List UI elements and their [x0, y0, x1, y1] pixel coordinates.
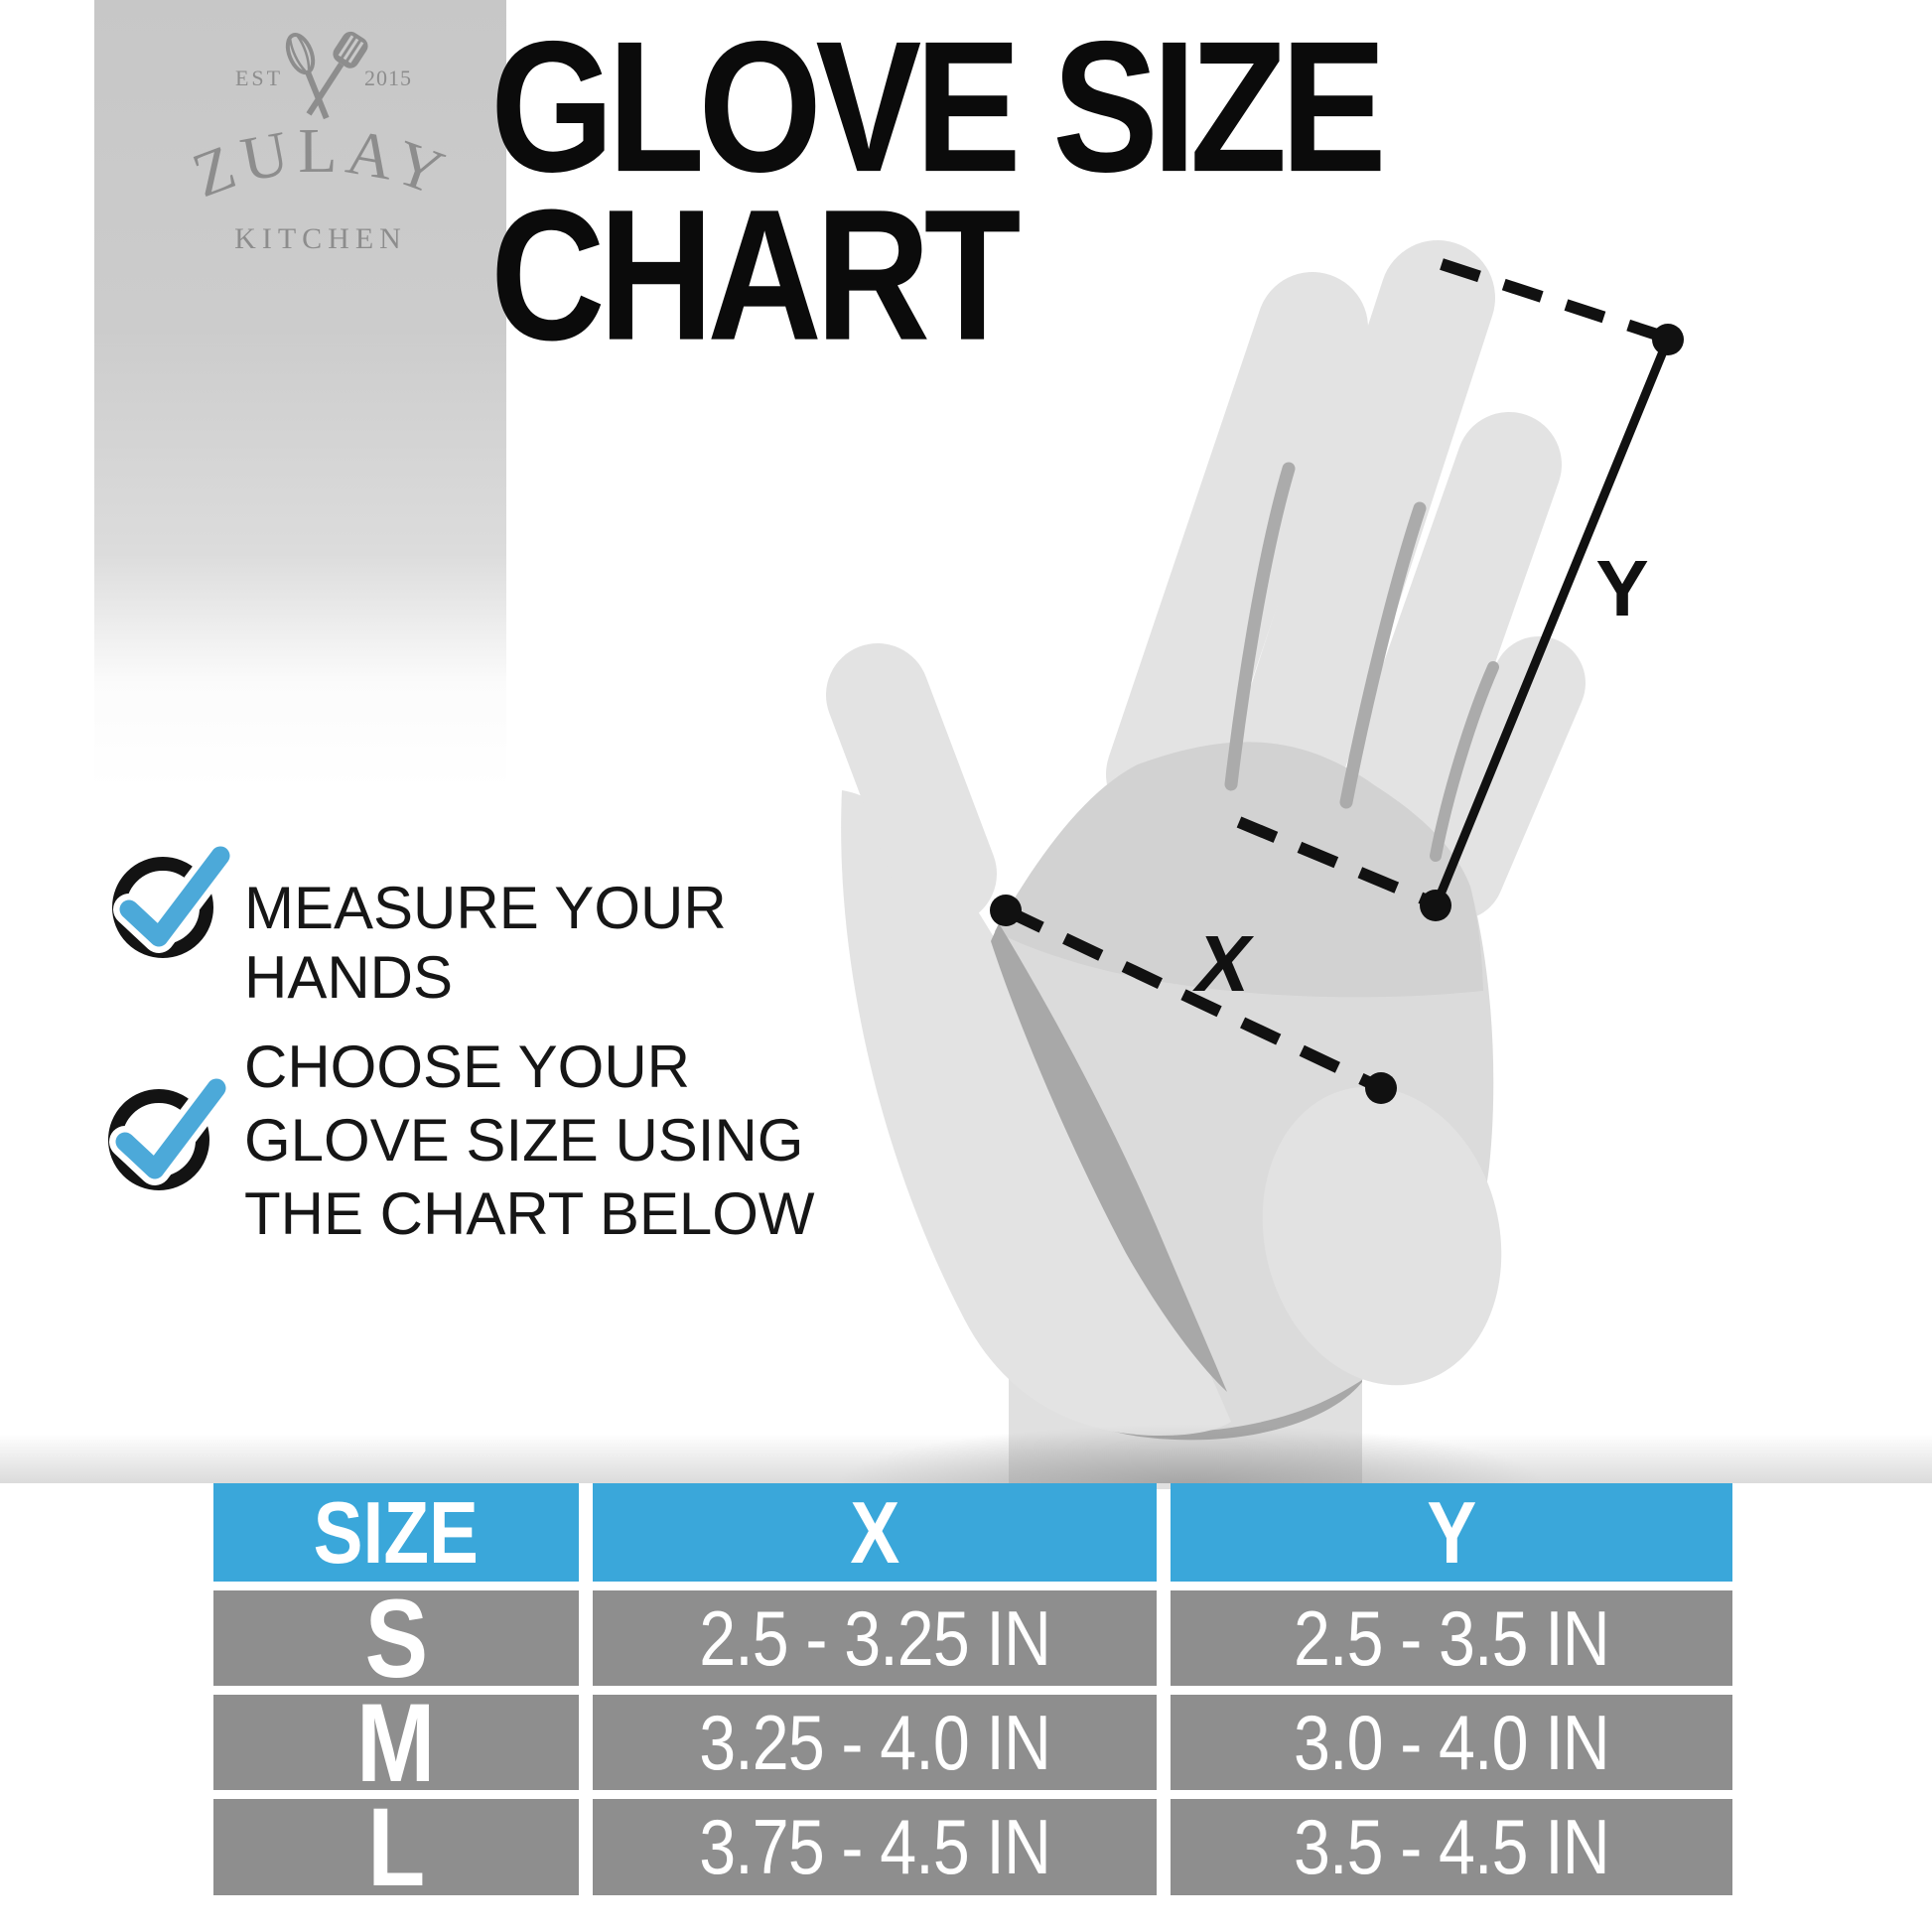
- table-row-l-x: 3.75 - 4.5 IN: [593, 1799, 1157, 1895]
- check-circle-icon: [108, 1072, 232, 1190]
- measure-dot: [1652, 324, 1684, 355]
- brand-panel: [94, 0, 506, 814]
- table-row-m-x: 3.25 - 4.0 IN: [593, 1695, 1157, 1790]
- range-value: 3.5 - 4.5 IN: [1294, 1803, 1610, 1890]
- wrist-drop-shadow: [834, 1424, 1549, 1483]
- glove-size-table: SIZE X Y S 2.5 - 3.25 IN 2.5 - 3.5 IN M …: [213, 1483, 1732, 1909]
- hand-thenar: [841, 790, 1231, 1436]
- x-measure-dashed-line: [1003, 904, 1384, 1094]
- size-label: S: [364, 1576, 428, 1701]
- y-measure-label: Y: [1595, 544, 1648, 632]
- brand-logo: EST 2015 ZULAY KITCHEN: [184, 31, 453, 255]
- table-row-s-y: 2.5 - 3.5 IN: [1171, 1590, 1732, 1686]
- instruction-line: THE CHART BELOW: [244, 1180, 815, 1247]
- table-header-label: Y: [1427, 1482, 1476, 1582]
- table-header-label: SIZE: [313, 1482, 480, 1582]
- hand-fingers: [1106, 240, 1586, 920]
- table-row-m-size: M: [213, 1681, 579, 1805]
- thumb-crease-shadow: [991, 923, 1227, 1392]
- table-row-l-y: 3.5 - 4.5 IN: [1171, 1799, 1732, 1895]
- table-top-shadow: [0, 1434, 1932, 1483]
- table-header-y: Y: [1171, 1483, 1732, 1582]
- instruction-line: CHOOSE YOUR: [244, 1034, 690, 1100]
- y-measure-dashed-top: [1440, 258, 1662, 342]
- y-measure-solid-line: [1433, 338, 1673, 903]
- page-title-line2: CHART: [490, 170, 1021, 379]
- y-measure-dashed-base: [1236, 816, 1433, 907]
- check-circle-icon: [112, 840, 236, 958]
- hand-thumb: [826, 643, 997, 925]
- instruction-measure-hands: MEASURE YOUR HANDS: [244, 874, 727, 1013]
- instruction-choose-size: CHOOSE YOUR GLOVE SIZE USING THE CHART B…: [244, 1031, 815, 1251]
- page-title: GLOVE SIZE CHART: [490, 1, 1387, 379]
- range-value: 3.75 - 4.5 IN: [699, 1803, 1051, 1890]
- table-row-l-size: L: [213, 1785, 579, 1909]
- hand-hypothenar-highlight: [1262, 1086, 1502, 1386]
- instruction-line: GLOVE SIZE USING: [244, 1107, 804, 1173]
- table-header-size: SIZE: [213, 1483, 579, 1582]
- table-row-m-y: 3.0 - 4.0 IN: [1171, 1695, 1732, 1790]
- range-value: 2.5 - 3.5 IN: [1294, 1593, 1610, 1682]
- table-row-s-x: 2.5 - 3.25 IN: [593, 1590, 1157, 1686]
- instruction-line: HANDS: [244, 944, 454, 1011]
- range-value: 3.25 - 4.0 IN: [699, 1698, 1051, 1786]
- spatula-icon: [306, 31, 368, 116]
- size-label: L: [366, 1785, 426, 1909]
- table-row-s-size: S: [213, 1577, 579, 1701]
- table-header-label: X: [850, 1482, 899, 1582]
- page-title-line1: GLOVE SIZE: [490, 1, 1387, 211]
- measure-dot: [1365, 1072, 1397, 1104]
- finger-gap-shadows: [1224, 462, 1499, 862]
- whisk-icon: [285, 33, 330, 120]
- range-value: 3.0 - 4.0 IN: [1294, 1698, 1610, 1786]
- range-value: 2.5 - 3.25 IN: [699, 1593, 1051, 1682]
- table-header-x: X: [593, 1483, 1157, 1582]
- brand-est-label: EST: [235, 66, 283, 90]
- measure-dot: [990, 895, 1022, 926]
- measure-dot: [1420, 890, 1451, 921]
- brand-subtitle: KITCHEN: [234, 222, 407, 255]
- brand-year: 2015: [364, 66, 412, 90]
- size-label: M: [356, 1680, 436, 1805]
- hand-palm-upper-shading: [995, 742, 1483, 998]
- instruction-line: MEASURE YOUR: [244, 875, 727, 941]
